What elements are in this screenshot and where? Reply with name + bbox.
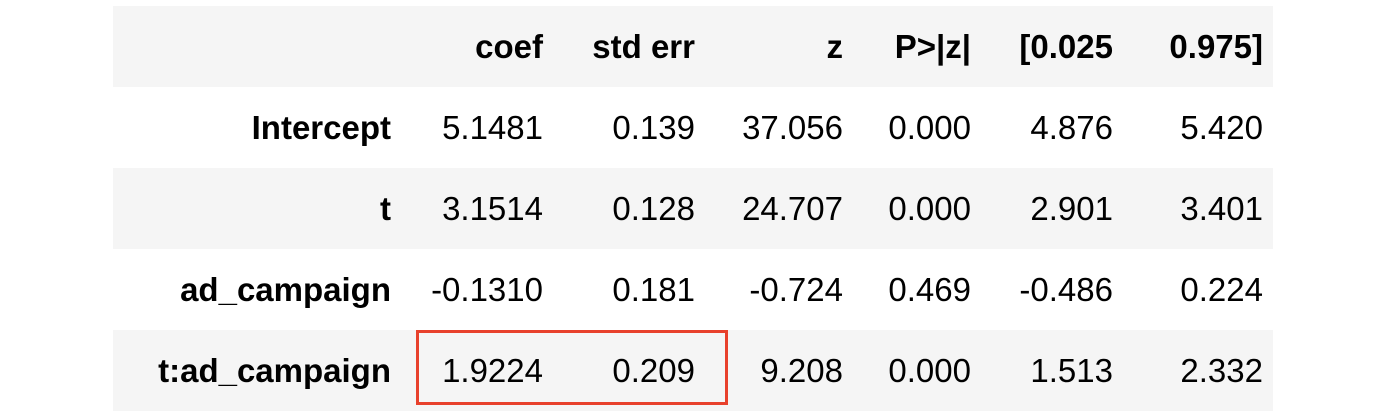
- row-label: Intercept: [251, 108, 391, 146]
- regression-results-table-wrapper: coef std err z P>|z| [0.025 0.975] Inter…: [113, 6, 1273, 411]
- cell-coef: 1.9224: [442, 351, 543, 389]
- cell-ci-upper: 0.224: [1180, 270, 1263, 308]
- cell-coef: -0.1310: [431, 270, 543, 308]
- column-header-blank: [113, 6, 401, 87]
- table-row-t-ad-campaign: t:ad_campaign 1.9224 0.209 9.208 0.000 1…: [113, 330, 1273, 411]
- cell-ci-upper: 3.401: [1180, 189, 1263, 227]
- column-header-std-err: std err: [592, 27, 695, 65]
- cell-p-value: 0.000: [888, 189, 971, 227]
- cell-z: 24.707: [742, 189, 843, 227]
- cell-z: -0.724: [749, 270, 843, 308]
- cell-z: 9.208: [760, 351, 843, 389]
- table-row-ad-campaign: ad_campaign -0.1310 0.181 -0.724 0.469 -…: [113, 249, 1273, 330]
- cell-ci-upper: 2.332: [1180, 351, 1263, 389]
- table-row-intercept: Intercept 5.1481 0.139 37.056 0.000 4.87…: [113, 87, 1273, 168]
- cell-ci-lower: 2.901: [1030, 189, 1113, 227]
- column-header-ci-lower: [0.025: [1019, 27, 1113, 65]
- row-label: t: [380, 189, 391, 227]
- cell-ci-lower: -0.486: [1019, 270, 1113, 308]
- cell-ci-lower: 4.876: [1030, 108, 1113, 146]
- cell-std-err: 0.181: [612, 270, 695, 308]
- table-header-row: coef std err z P>|z| [0.025 0.975]: [113, 6, 1273, 87]
- column-header-ci-upper: 0.975]: [1169, 27, 1263, 65]
- cell-coef: 5.1481: [442, 108, 543, 146]
- cell-coef: 3.1514: [442, 189, 543, 227]
- row-label: ad_campaign: [180, 270, 391, 308]
- regression-results-table: coef std err z P>|z| [0.025 0.975] Inter…: [113, 6, 1273, 411]
- column-header-z: z: [826, 27, 844, 65]
- cell-std-err: 0.128: [612, 189, 695, 227]
- cell-p-value: 0.000: [888, 108, 971, 146]
- cell-ci-lower: 1.513: [1030, 351, 1113, 389]
- column-header-p-value: P>|z|: [894, 27, 971, 65]
- cell-ci-upper: 5.420: [1180, 108, 1263, 146]
- column-header-coef: coef: [475, 27, 543, 65]
- cell-p-value: 0.000: [888, 351, 971, 389]
- row-label: t:ad_campaign: [158, 351, 391, 389]
- cell-p-value: 0.469: [888, 270, 971, 308]
- table-row-t: t 3.1514 0.128 24.707 0.000 2.901 3.401: [113, 168, 1273, 249]
- cell-std-err: 0.139: [612, 108, 695, 146]
- cell-z: 37.056: [742, 108, 843, 146]
- cell-std-err: 0.209: [612, 351, 695, 389]
